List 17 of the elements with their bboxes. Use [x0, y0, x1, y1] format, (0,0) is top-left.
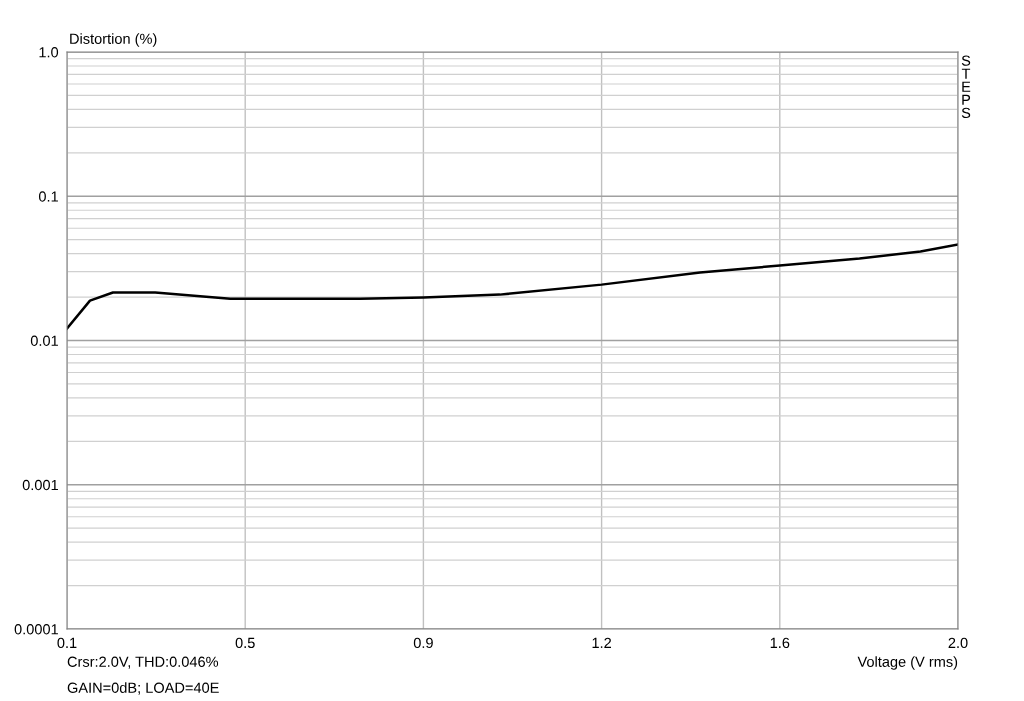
x-tick-label: 0.9	[413, 637, 433, 649]
y-tick-label: 0.1	[38, 191, 58, 202]
text: GAIN=0dB; LOAD=40E	[67, 682, 219, 695]
x-tick-label: 1.2	[592, 637, 612, 648]
y-tick-label: 0.001	[22, 479, 58, 491]
text: STEPS	[961, 55, 971, 119]
y-axis-title: Distortion (%)	[70, 33, 157, 47]
y-tick-label: 0.01	[30, 335, 58, 346]
y-tick-label: 1.0	[39, 47, 59, 58]
text: Crsr:2.0V, THD:0.046%	[67, 656, 219, 669]
x-tick-label: 0.5	[235, 637, 255, 649]
y-tick-label: 0.0001	[14, 624, 58, 635]
x-tick-label: 1.6	[770, 637, 790, 649]
line-series	[67, 243, 958, 330]
x-tick-label: 0.1	[57, 637, 77, 649]
x-axis-title: Voltage (V rms)	[857, 656, 958, 670]
x-tick-label: 2.0	[948, 637, 968, 649]
